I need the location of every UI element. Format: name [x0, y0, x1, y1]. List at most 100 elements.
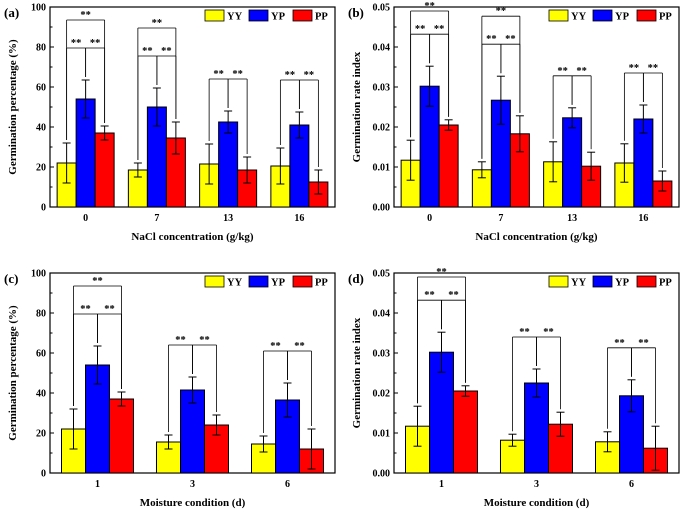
legend-label-PP: PP: [315, 12, 328, 23]
bar-YP: [562, 117, 583, 208]
legend-swatch-YY: [548, 275, 569, 288]
sig-label: **: [285, 70, 296, 81]
panel-label: (d): [348, 271, 364, 286]
y-tick-label: 20: [36, 163, 46, 174]
sig-label: **: [90, 38, 101, 49]
sig-label: **: [448, 290, 459, 301]
y-tick-label: 60: [36, 83, 46, 94]
legend-label-YY: YY: [227, 12, 243, 23]
sig-label: **: [71, 38, 82, 49]
bar-PP: [109, 398, 134, 474]
sig-label: **: [199, 335, 210, 346]
y-tick-label: 100: [31, 3, 46, 14]
legend-label-PP: PP: [659, 278, 672, 289]
bar-PP: [94, 132, 115, 208]
sig-label: **: [557, 66, 568, 77]
legend-label-PP: PP: [315, 278, 328, 289]
x-axis-title: NaCl concentration (g/kg): [131, 231, 254, 243]
legend-swatch-PP: [292, 275, 313, 288]
sig-label: **: [505, 34, 516, 45]
y-axis-title: Germination percentage (%): [7, 39, 19, 175]
x-tick-label: 7: [498, 213, 503, 224]
x-tick-label: 0: [427, 213, 432, 224]
legend-swatch-YP: [248, 275, 269, 288]
y-axis-title: Germination rate index: [351, 317, 363, 428]
legend-swatch-PP: [636, 9, 657, 22]
x-tick-label: 6: [285, 479, 290, 490]
chart-panel-4: (d) 0.00 0.01 0.02 0.03 0.04 0.05 Germination r…: [348, 267, 680, 509]
bar-YP: [180, 389, 205, 474]
sig-label: **: [142, 46, 153, 57]
x-tick-label: 13: [223, 213, 233, 224]
y-tick-label: 0.05: [373, 3, 391, 14]
y-tick-label: 0.01: [373, 429, 391, 440]
sig-label: **: [270, 341, 281, 352]
legend-swatch-YP: [592, 275, 613, 288]
y-tick-label: 40: [36, 123, 46, 134]
x-tick-label: 1: [95, 479, 100, 490]
y-tick-label: 0.01: [373, 163, 391, 174]
x-axis-title: NaCl concentration (g/kg): [475, 231, 598, 243]
y-tick-label: 0.03: [373, 349, 391, 360]
y-tick-label: 0.00: [373, 469, 391, 480]
sig-label: **: [434, 24, 445, 35]
x-tick-label: 3: [534, 479, 539, 490]
sig-label: **: [543, 327, 554, 338]
sig-label: **: [152, 18, 163, 29]
y-tick-label: 60: [36, 349, 46, 360]
x-tick-label: 13: [567, 213, 577, 224]
sig-label: **: [424, 290, 435, 301]
sig-label: **: [648, 63, 659, 74]
y-tick-label: 0: [41, 203, 46, 214]
y-tick-label: 0: [41, 469, 46, 480]
sig-label: **: [436, 267, 447, 278]
y-tick-label: 20: [36, 429, 46, 440]
legend-label-PP: PP: [659, 12, 672, 23]
sig-label: **: [496, 6, 507, 17]
sig-label: **: [638, 338, 649, 349]
x-tick-label: 7: [154, 213, 159, 224]
legend-swatch-PP: [636, 275, 657, 288]
legend-swatch-YY: [204, 275, 225, 288]
legend-label-YY: YY: [571, 12, 587, 23]
sig-label: **: [629, 63, 640, 74]
sig-label: **: [161, 46, 172, 57]
sig-label: **: [576, 66, 587, 77]
legend-swatch-YP: [592, 9, 613, 22]
panel-label: (c): [4, 271, 18, 286]
y-axis-title: Germination percentage (%): [7, 305, 19, 441]
chart-panel-1: (a) 0 20 40 60 80 100 Germination percentage (%…: [4, 3, 336, 243]
x-axis-title: Moisture condition (d): [484, 497, 590, 509]
y-tick-label: 80: [36, 43, 46, 54]
x-tick-label: 16: [638, 213, 648, 224]
bar-PP: [453, 390, 478, 474]
y-tick-label: 0.03: [373, 83, 391, 94]
x-tick-label: 1: [439, 479, 444, 490]
x-tick-label: 3: [190, 479, 195, 490]
sig-label: **: [304, 70, 315, 81]
bar-PP: [438, 124, 459, 208]
y-tick-label: 0.05: [373, 269, 391, 280]
sig-label: **: [424, 1, 435, 12]
legend-swatch-YP: [248, 9, 269, 22]
legend-swatch-PP: [292, 9, 313, 22]
x-tick-label: 16: [294, 213, 304, 224]
legend-swatch-YY: [548, 9, 569, 22]
sig-label: **: [213, 69, 224, 80]
y-tick-label: 0.00: [373, 203, 391, 214]
sig-label: **: [175, 335, 186, 346]
x-tick-label: 6: [629, 479, 634, 490]
y-tick-label: 80: [36, 309, 46, 320]
sig-label: **: [614, 338, 625, 349]
y-tick-label: 0.04: [373, 43, 391, 54]
sig-label: **: [519, 327, 530, 338]
panel-label: (a): [4, 5, 19, 20]
sig-label: **: [92, 276, 103, 287]
x-tick-label: 0: [83, 213, 88, 224]
sig-label: **: [415, 24, 426, 35]
sig-label: **: [80, 304, 91, 315]
sig-label: **: [232, 69, 243, 80]
y-tick-label: 0.04: [373, 309, 391, 320]
sig-label: **: [80, 10, 91, 21]
